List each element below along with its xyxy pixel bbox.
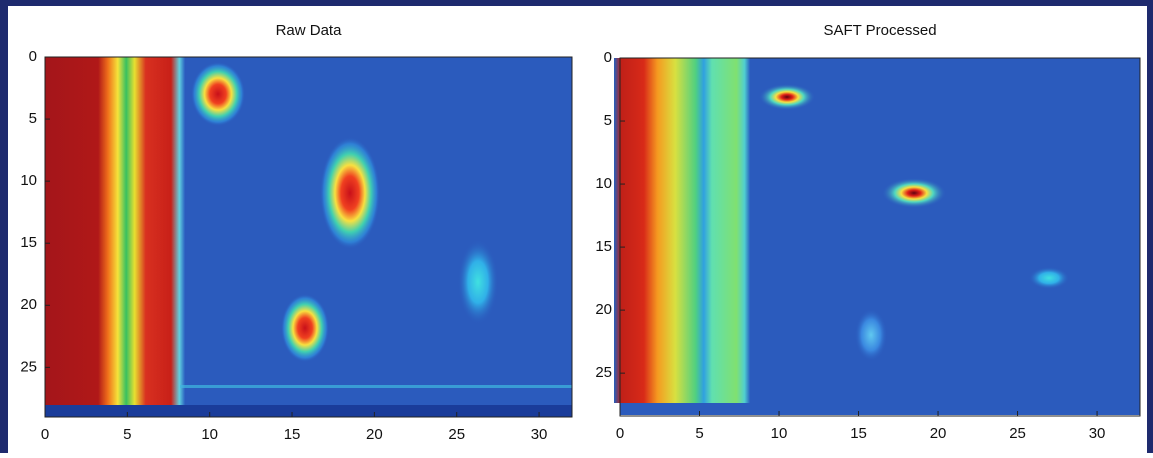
y-tick-label: 15 [20,234,37,251]
y-tick-label: 25 [595,364,612,381]
plot-frame [619,57,1141,417]
x-tick-label: 0 [616,425,624,442]
y-tick-label: 5 [29,110,37,127]
x-tick-label: 25 [1009,425,1026,442]
y-tick-label: 5 [604,112,612,129]
x-tick-label: 20 [930,425,947,442]
x-tick-label: 5 [695,425,703,442]
y-tick-label: 15 [595,238,612,255]
x-tick-label: 30 [1089,425,1106,442]
x-tick-label: 5 [123,426,131,443]
x-tick-label: 20 [366,426,383,443]
x-tick-label: 25 [448,426,465,443]
plot-frame [44,56,573,418]
x-tick-label: 10 [201,426,218,443]
chart-title: Raw Data [276,22,343,39]
heatmap-saft [614,58,1140,415]
x-tick-label: 15 [284,426,301,443]
heatmap-raw [45,57,572,417]
y-tick-label: 25 [20,358,37,375]
y-tick-label: 0 [604,49,612,66]
y-tick-label: 0 [29,48,37,65]
y-tick-label: 20 [20,296,37,313]
x-tick-label: 15 [850,425,867,442]
y-tick-label: 10 [20,172,37,189]
y-tick-label: 20 [595,301,612,318]
x-tick-label: 10 [771,425,788,442]
chart-title: SAFT Processed [823,22,936,39]
x-tick-label: 0 [41,426,49,443]
y-tick-label: 10 [595,175,612,192]
x-tick-label: 30 [531,426,548,443]
